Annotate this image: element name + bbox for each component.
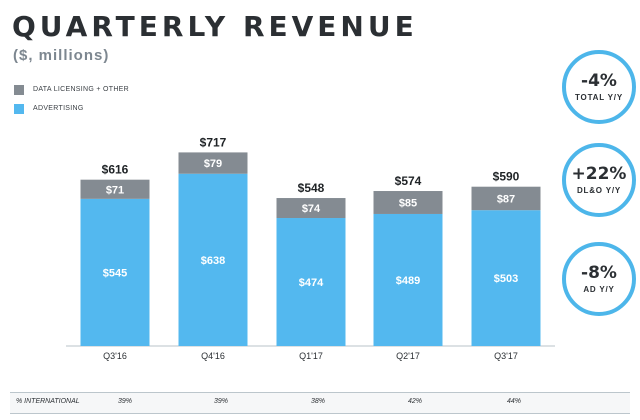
callout-dlo-value: +22%: [571, 164, 627, 184]
x-tick-label-q1-17: Q1'17: [299, 351, 323, 361]
chart-title: QUARTERLY REVENUE: [12, 10, 418, 43]
legend: DATA LICENSING + OTHER ADVERTISING: [14, 82, 129, 120]
international-row: % INTERNATIONAL 39% 39% 38% 42% 44%: [10, 392, 630, 414]
value-label-data-licensing-q3-17: $87: [497, 193, 515, 205]
value-label-advertising-q2-17: $489: [396, 275, 420, 287]
bar-advertising-q3-16: [80, 198, 150, 346]
callout-total-yoy: -4% TOTAL Y/Y: [562, 50, 636, 124]
x-tick-label-q3-16: Q3'16: [103, 351, 127, 361]
value-label-data-licensing-q4-16: $79: [204, 158, 222, 170]
international-value-q1-17: 38%: [310, 398, 325, 405]
x-tick-label-q3-17: Q3'17: [494, 351, 518, 361]
bar-data-licensing-q1-17: [276, 198, 346, 219]
callout-dlo-label: DL&O Y/Y: [576, 186, 622, 195]
bar-advertising-q4-16: [178, 173, 248, 346]
total-label-q3-16: $616: [102, 163, 129, 177]
international-value-q3-16: 39%: [117, 398, 132, 405]
value-label-advertising-q3-16: $545: [103, 267, 127, 279]
international-value-q3-17: 44%: [506, 398, 521, 405]
total-label-q2-17: $574: [395, 174, 422, 188]
bar-data-licensing-q3-16: [80, 179, 150, 199]
legend-item-data-licensing: DATA LICENSING + OTHER: [14, 82, 129, 97]
legend-label-data-licensing: DATA LICENSING + OTHER: [33, 86, 129, 93]
x-tick-label-q4-16: Q4'16: [201, 351, 225, 361]
callout-total-label: TOTAL Y/Y: [575, 93, 623, 102]
legend-label-advertising: ADVERTISING: [33, 105, 84, 112]
value-label-data-licensing-q2-17: $85: [399, 197, 417, 209]
callout-ad-label: AD Y/Y: [583, 285, 615, 294]
international-value-q4-16: 39%: [213, 398, 228, 405]
international-label: % INTERNATIONAL: [16, 398, 80, 405]
legend-item-advertising: ADVERTISING: [14, 101, 129, 116]
bar-data-licensing-q3-17: [471, 186, 541, 211]
international-value-q2-17: 42%: [407, 398, 422, 405]
total-label-q3-17: $590: [493, 170, 520, 184]
bar-advertising-q2-17: [373, 213, 443, 346]
callout-ad-yoy: -8% AD Y/Y: [562, 242, 636, 316]
callout-dlo-yoy: +22% DL&O Y/Y: [562, 143, 636, 217]
legend-swatch-advertising: [14, 103, 24, 114]
total-label-q1-17: $548: [298, 181, 325, 195]
callout-ad-value: -8%: [581, 263, 617, 283]
stacked-bar-chart: $545 $71 $616 Q3'16 $638 $79 $717 Q4'16 $474 $74 $…: [66, 135, 555, 361]
value-label-data-licensing-q3-16: $71: [106, 184, 124, 196]
value-label-advertising-q4-16: $638: [201, 255, 225, 267]
chart-subtitle: ($, millions): [13, 47, 110, 64]
legend-swatch-data-licensing: [14, 84, 24, 95]
total-label-q4-16: $717: [200, 135, 227, 149]
bar-data-licensing-q2-17: [373, 191, 443, 214]
value-label-advertising-q3-17: $503: [494, 273, 518, 285]
callout-total-value: -4%: [581, 71, 617, 91]
bar-advertising-q3-17: [471, 210, 541, 346]
bar-advertising-q1-17: [276, 218, 346, 346]
value-label-data-licensing-q1-17: $74: [302, 203, 321, 215]
x-tick-label-q2-17: Q2'17: [396, 351, 420, 361]
bar-data-licensing-q4-16: [178, 152, 248, 174]
value-label-advertising-q1-17: $474: [299, 277, 324, 289]
